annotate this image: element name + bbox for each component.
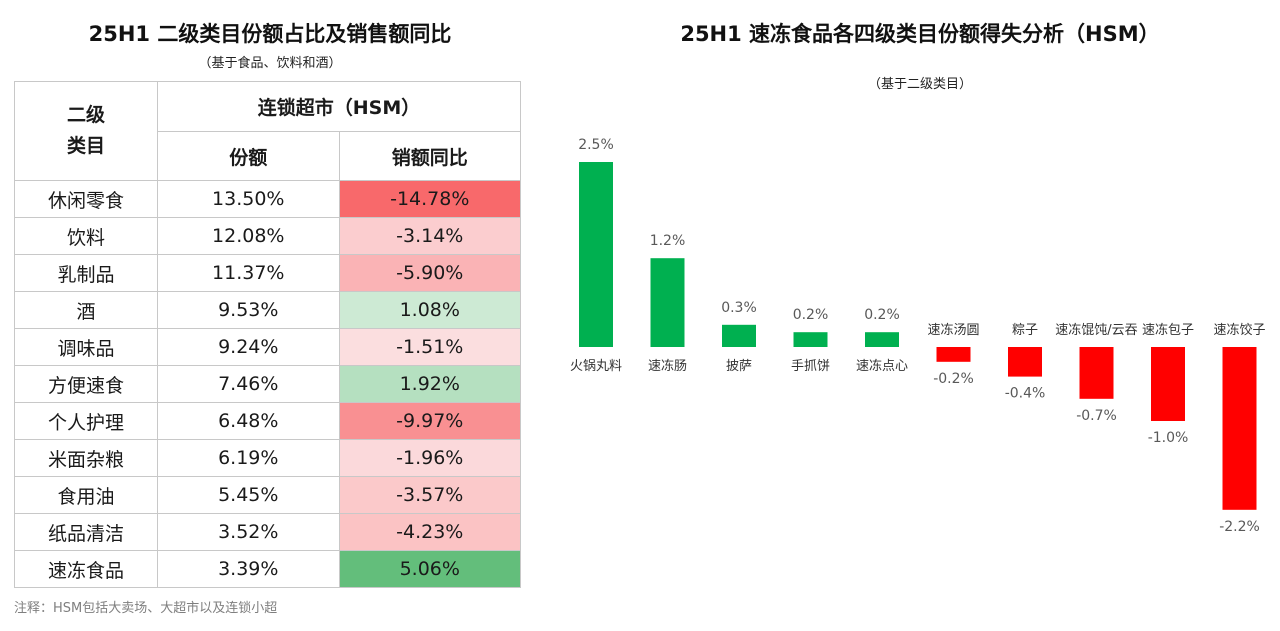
header-yoy: 销额同比 [338,131,521,181]
row-share: 3.39% [157,550,340,588]
row-share: 11.37% [157,254,340,292]
left-chart-title: 25H1 二级类目份额占比及销售额同比 [88,22,452,46]
bar-3 [793,332,828,347]
data-label-6: -0.4% [1005,386,1046,402]
row-category: 酒 [14,291,158,329]
share-change-bar-chart: 2.5% 火锅丸料 1.2% 速冻肠 0.3% 披萨 0.2% 手抓饼 0.2% 速冻点心 -0.2… [570,137,1266,535]
table-row: 速冻食品 3.39% 5.06% [14,550,521,588]
bar-2 [722,324,756,347]
category-label-1: 速冻肠 [648,358,687,374]
category-label-2: 披萨 [726,359,752,374]
header-group-hsm: 连锁超市（HSM） [157,81,521,132]
share-yoy-table: 二级 类目 连锁超市（HSM） 份额 销额同比 休闲零食 13.50% -14.78… [14,81,521,588]
category-label-6: 粽子 [1012,323,1038,338]
row-yoy: 5.06% [338,550,521,588]
data-label-9: -2.2% [1219,519,1260,535]
right-chart-title: 25H1 速冻食品各四级类目份额得失分析（HSM） [680,22,1160,46]
row-category: 米面杂粮 [14,439,158,477]
bar-6 [1008,347,1042,377]
category-label-7: 速冻馄饨/云吞 [1055,322,1137,338]
row-share: 7.46% [157,365,340,403]
data-label-3: 0.2% [793,307,829,323]
category-label-8: 速冻包子 [1142,322,1194,338]
right-chart-subtitle: （基于二级类目） [867,77,972,92]
table-row: 食用油 5.45% -3.57% [14,476,521,514]
row-category: 食用油 [14,476,158,514]
row-category: 速冻食品 [14,550,158,588]
row-category: 休闲零食 [14,180,158,218]
category-label-3: 手抓饼 [791,359,830,374]
row-category: 个人护理 [14,402,158,440]
table-row: 个人护理 6.48% -9.97% [14,402,521,440]
category-label-5: 速冻汤圆 [927,322,979,338]
row-yoy: 1.92% [338,365,521,403]
table-row: 方便速食 7.46% 1.92% [14,365,521,403]
row-category: 方便速食 [14,365,158,403]
row-yoy: -3.14% [338,217,521,255]
data-label-0: 2.5% [578,137,614,153]
row-share: 6.48% [157,402,340,440]
category-label-0: 火锅丸料 [570,358,622,374]
row-yoy: -9.97% [338,402,521,440]
row-category: 乳制品 [14,254,158,292]
table-row: 乳制品 11.37% -5.90% [14,254,521,292]
bar-4 [865,332,899,347]
table-row: 纸品清洁 3.52% -4.23% [14,513,521,551]
row-share: 13.50% [157,180,340,218]
row-yoy: -3.57% [338,476,521,514]
left-chart-subtitle: （基于食品、饮料和酒） [198,56,342,71]
row-share: 5.45% [157,476,340,514]
table-body: 休闲零食 13.50% -14.78% 饮料 12.08% -3.14% 乳制品 11.37%… [14,180,521,588]
bar-1 [650,258,685,347]
data-label-2: 0.3% [721,300,757,316]
table-row: 酒 9.53% 1.08% [14,291,521,329]
row-yoy: -1.51% [338,328,521,366]
header-category: 二级 类目 [14,81,158,181]
row-share: 12.08% [157,217,340,255]
row-yoy: -1.96% [338,439,521,477]
data-label-1: 1.2% [650,233,686,249]
bar-5 [936,347,971,362]
row-category: 调味品 [14,328,158,366]
row-yoy: 1.08% [338,291,521,329]
data-label-7: -0.7% [1076,408,1117,424]
category-label-9: 速冻饺子 [1213,322,1265,338]
header-share: 份额 [157,131,340,181]
data-label-8: -1.0% [1148,430,1189,446]
row-yoy: -14.78% [338,180,521,218]
row-share: 6.19% [157,439,340,477]
row-category: 纸品清洁 [14,513,158,551]
row-yoy: -4.23% [338,513,521,551]
row-share: 3.52% [157,513,340,551]
table-row: 休闲零食 13.50% -14.78% [14,180,521,218]
table-row: 调味品 9.24% -1.51% [14,328,521,366]
bar-0 [579,162,613,347]
bar-9 [1222,347,1257,510]
data-label-5: -0.2% [933,371,974,387]
row-share: 9.53% [157,291,340,329]
table-row: 饮料 12.08% -3.14% [14,217,521,255]
data-label-4: 0.2% [864,307,900,323]
category-label-4: 速冻点心 [856,358,908,374]
bar-8 [1151,347,1185,421]
table-row: 米面杂粮 6.19% -1.96% [14,439,521,477]
row-category: 饮料 [14,217,158,255]
row-yoy: -5.90% [338,254,521,292]
row-share: 9.24% [157,328,340,366]
bar-7 [1079,347,1114,399]
footnote: 注释：HSM包括大卖场、大超市以及连锁小超 [14,601,278,616]
